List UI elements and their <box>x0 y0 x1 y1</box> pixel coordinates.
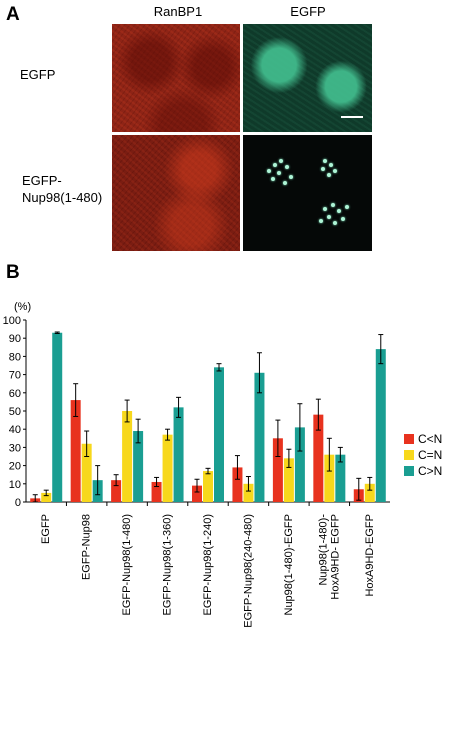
bar-CN-7 <box>313 414 324 502</box>
panel-a-letter: A <box>6 4 20 25</box>
y-tick-label: 50 <box>9 406 21 418</box>
bar-CN-5 <box>254 372 265 502</box>
y-tick-label: 90 <box>9 333 21 345</box>
category-label: Nup98(1-480)-EGFP <box>283 514 295 616</box>
legend-swatch <box>404 466 414 476</box>
bar-CN-8 <box>375 349 386 502</box>
row-label-egfp-nup98: EGFP- Nup98(1-480) <box>22 172 102 206</box>
y-axis-label: (%) <box>14 301 31 313</box>
legend-label: C>N <box>418 464 442 478</box>
category-label-line: Nup98(1-480)-EGFP <box>283 514 295 616</box>
category-label: HoxA9HD-EGFP <box>364 514 376 597</box>
column-header-ranbp1: RanBP1 <box>153 4 203 19</box>
category-label: EGFP-Nup98 <box>81 514 93 580</box>
bar-CN-4 <box>192 485 202 502</box>
y-tick-label: 40 <box>9 424 21 436</box>
bar-CN-0 <box>41 492 52 502</box>
category-label-line: EGFP-Nup98(1-240) <box>202 514 214 616</box>
y-tick-label: 0 <box>15 497 21 509</box>
bar-CN-4 <box>203 471 213 502</box>
category-label-line: EGFP-Nup98(240-480) <box>242 514 254 628</box>
column-header-egfp: EGFP <box>290 4 326 19</box>
panel-b-letter: B <box>6 262 20 283</box>
category-label-line: Nup98(1-480)- <box>317 514 329 586</box>
category-label: EGFP-Nup98(1-360) <box>162 514 174 616</box>
y-tick-label: 60 <box>9 388 21 400</box>
y-tick-label: 80 <box>9 351 21 363</box>
bar-CN-2 <box>133 431 144 502</box>
bar-chart: (%) 0 10 20 30 40 50 60 70 80 90 100 EGFP EGFP-Nup98 E… <box>3 301 443 628</box>
micrograph-egfp-egfp <box>243 24 372 132</box>
category-label: EGFP-Nup98(240-480) <box>242 514 254 628</box>
bar-CN-7 <box>335 454 346 502</box>
row-label-line: EGFP- <box>22 173 62 188</box>
legend-swatch <box>404 450 414 460</box>
bar-CN-8 <box>364 483 375 502</box>
category-label: EGFP <box>40 514 52 544</box>
bar-CN-6 <box>294 427 305 502</box>
bar-CN-6 <box>272 438 283 502</box>
bar-CN-2 <box>122 411 133 502</box>
category-label: Nup98(1-480)-HoxA9HD- EGFP <box>317 514 341 600</box>
micrograph-ranbp1-egfp <box>112 24 240 132</box>
row-label-line: EGFP <box>20 67 56 82</box>
category-label: EGFP-Nup98(1-240) <box>202 514 214 616</box>
bar-CN-7 <box>324 454 335 502</box>
legend-swatch <box>404 434 414 444</box>
bar-CN-5 <box>243 483 254 502</box>
y-tick-label: 30 <box>9 442 21 454</box>
bar-CN-3 <box>173 407 184 502</box>
legend-label: C=N <box>418 448 442 462</box>
micrograph-ranbp1-nup98 <box>112 135 240 251</box>
micrograph-egfp-nup98 <box>243 135 372 251</box>
bar-CN-2 <box>111 480 122 502</box>
y-tick-label: 10 <box>9 479 21 491</box>
bar-CN-1 <box>81 443 92 502</box>
category-label-line: EGFP-Nup98 <box>81 514 93 580</box>
category-label-line: HoxA9HD-EGFP <box>364 514 376 597</box>
bar-CN-1 <box>70 400 81 502</box>
legend-label: C<N <box>418 432 442 446</box>
row-label-egfp: EGFP <box>20 66 55 83</box>
bar-CN-4 <box>214 367 224 502</box>
bar-CN-3 <box>162 434 173 502</box>
bar-CN-6 <box>283 458 294 502</box>
scale-bar <box>341 116 363 118</box>
category-label: EGFP-Nup98(1-480) <box>121 514 133 616</box>
category-label-line: EGFP <box>40 514 52 544</box>
category-label-line: EGFP-Nup98(1-480) <box>121 514 133 616</box>
category-label-line: HoxA9HD- EGFP <box>329 514 341 600</box>
y-tick-label: 20 <box>9 461 21 473</box>
bar-CN-5 <box>232 467 243 502</box>
bar-CN-3 <box>151 481 162 502</box>
category-label-line: EGFP-Nup98(1-360) <box>162 514 174 616</box>
row-label-line: Nup98(1-480) <box>22 190 103 205</box>
bar-CN-0 <box>52 332 63 502</box>
y-tick-label: 70 <box>9 370 21 382</box>
y-tick-label: 100 <box>3 315 21 327</box>
